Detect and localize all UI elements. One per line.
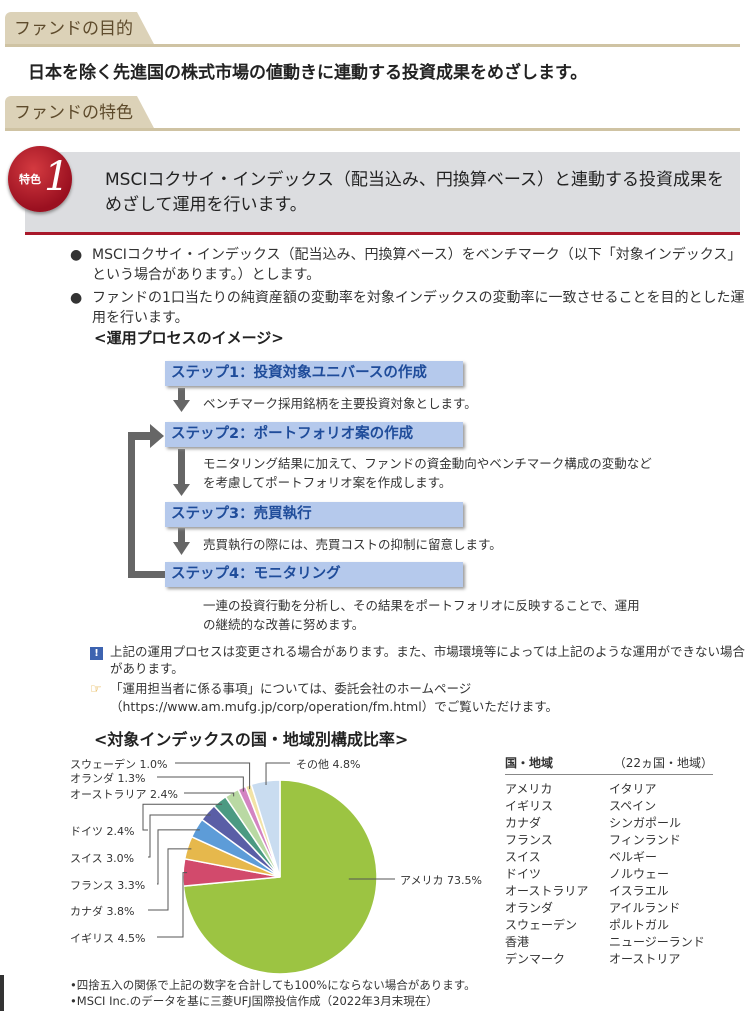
country-cell: ベルギー <box>609 850 658 864</box>
step-2: ステップ2：ポートフォリオ案の作成 <box>165 422 463 447</box>
step-1: ステップ1：投資対象ユニバースの作成 <box>165 361 463 386</box>
step-3-desc: 売買執行の際には、売買コストの抑制に留意します。 <box>203 537 502 552</box>
country-table: 国・地域 （22ヵ国・地域） アメリカ イタリア イギリス スペイン カナダ シンガポールフ… <box>505 754 713 968</box>
badge-number: 1 <box>44 154 70 200</box>
table-row: 香港 ニュージーランド <box>505 934 713 951</box>
loop-arrow-icon <box>128 424 165 578</box>
pie-label: スイス 3.0% <box>70 852 135 865</box>
leader-line <box>157 872 188 938</box>
table-row: ドイツ ノルウェー <box>505 866 713 883</box>
country-cell: ノルウェー <box>609 867 670 881</box>
arrow-down-icon <box>178 449 185 487</box>
country-cell: スペイン <box>609 799 657 813</box>
pie-label: フランス 3.3% <box>70 879 146 892</box>
leader-line <box>157 776 244 792</box>
country-cell: オランダ <box>505 901 554 915</box>
leader-line <box>148 814 211 858</box>
pie-label: その他 4.8% <box>296 758 361 771</box>
badge-label: 特色 <box>19 173 41 186</box>
table-count: （22ヵ国・地域） <box>613 756 713 770</box>
pie-slice <box>250 779 281 878</box>
pie-chart <box>142 762 395 975</box>
country-cell: イタリア <box>609 782 657 796</box>
pointing-hand-icon: ☞ <box>90 682 102 697</box>
pie-label: ドイツ 2.4% <box>70 825 135 838</box>
country-cell: ドイツ <box>505 867 542 881</box>
divider <box>5 44 740 47</box>
leader-line <box>157 829 200 885</box>
note-link: ☞ 「運用担当者に係る事項」については、委託会社のホームページ（https://w… <box>90 681 558 714</box>
arrow-down-icon <box>178 388 185 402</box>
country-cell: アイルランド <box>609 901 681 915</box>
leader-line <box>148 848 192 911</box>
leader-line <box>142 803 223 831</box>
pie-label: アメリカ 73.5% <box>400 874 482 887</box>
country-cell: デンマーク <box>505 952 566 966</box>
step-4: ステップ4：モニタリング <box>165 562 463 587</box>
bullet-item: ● MSCIコクサイ・インデックス（配当込み、円換算ベース）をベンチマーク（以下「… <box>70 247 742 283</box>
country-cell: オーストリア <box>609 952 681 966</box>
exclamation-icon: ! <box>90 647 103 660</box>
chart-title: <対象インデックスの国・地域別構成比率> <box>94 730 409 749</box>
purpose-text: 日本を除く先進国の株式市場の値動きに連動する投資成果をめざします。 <box>28 63 588 83</box>
table-row: オランダ アイルランド <box>505 900 713 917</box>
country-cell: スウェーデン <box>505 918 578 932</box>
pie-label: イギリス 4.5% <box>70 932 146 945</box>
feature-title: MSCIコクサイ・インデックス（配当込み、円換算ベース）と連動する投資成果をめざ… <box>105 170 724 215</box>
table-row: デンマーク オーストリア <box>505 951 713 968</box>
table-row: イギリス スペイン <box>505 798 713 815</box>
country-cell: ポルトガル <box>609 918 670 932</box>
country-cell: オーストラリア <box>505 884 589 898</box>
table-row: カナダ シンガポール <box>505 815 713 832</box>
country-cell: イスラエル <box>609 884 669 898</box>
table-row: アメリカ イタリア <box>505 781 713 798</box>
purpose-heading: ファンドの目的 <box>14 19 133 39</box>
step-4-desc: 一連の投資行動を分析し、その結果をポートフォリオに反映することで、運用の継続的な… <box>203 598 640 632</box>
table-row: スウェーデン ポルトガル <box>505 917 713 934</box>
section-tab-purpose <box>5 12 155 46</box>
table-row: スイス ベルギー <box>505 849 713 866</box>
step-2-desc: モニタリング結果に加えて、ファンドの資金動向やベンチマーク構成の変動などを考慮し… <box>203 456 652 490</box>
arrow-down-icon <box>178 528 185 544</box>
step-1-desc: ベンチマーク採用銘柄を主要投資対象とします。 <box>203 396 477 411</box>
step-3: ステップ3：売買執行 <box>165 502 463 527</box>
country-cell: フランス <box>505 833 553 847</box>
divider <box>5 128 740 131</box>
pie-label: カナダ 3.8% <box>70 905 135 918</box>
pie-label: スウェーデン 1.0% <box>70 758 168 771</box>
table-header: 国・地域 <box>505 756 554 770</box>
country-cell: フィンランド <box>609 833 681 847</box>
footnote: •四捨五入の関係で上記の数字を合計しても100%にならない場合があります。 <box>70 978 476 992</box>
country-cell: イギリス <box>505 799 554 813</box>
process-arrows <box>128 388 190 578</box>
leader-line <box>265 762 290 786</box>
leader-line <box>184 792 235 797</box>
process-title: <運用プロセスのイメージ> <box>94 329 284 347</box>
country-cell: アメリカ <box>505 782 553 796</box>
country-cell: ニュージーランド <box>609 935 705 949</box>
edge-marker <box>0 975 4 1011</box>
features-heading: ファンドの特色 <box>14 103 133 123</box>
country-cell: カナダ <box>505 816 542 830</box>
leader-line <box>175 762 251 790</box>
country-cell: 香港 <box>505 935 530 949</box>
feature-badge: 特色 1 <box>8 146 72 212</box>
pie-label: オーストラリア 2.4% <box>70 788 178 801</box>
table-row: オーストラリア イスラエル <box>505 883 713 900</box>
note-exclamation: ! 上記の運用プロセスは変更される場合があります。また、市場環境等によっては上記の… <box>90 643 750 677</box>
table-row: フランス フィンランド <box>505 832 713 849</box>
section-tab-features <box>5 96 155 130</box>
country-cell: シンガポール <box>609 816 682 830</box>
bullet-item: ● ファンドの1口当たりの純資産額の変動率を対象インデックスの変動率に一致させるこ… <box>70 290 745 326</box>
feature-title-box <box>25 152 740 235</box>
pie-label: オランダ 1.3% <box>70 772 146 785</box>
country-cell: スイス <box>505 850 541 864</box>
footnote: •MSCI Inc.のデータを基に三菱UFJ国際投信作成（2022年3月末現在） <box>70 994 438 1008</box>
